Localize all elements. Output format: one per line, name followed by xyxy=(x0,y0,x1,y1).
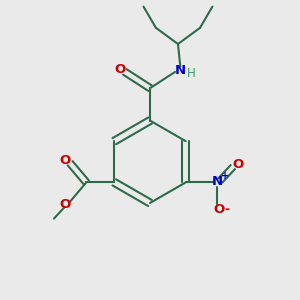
Text: H: H xyxy=(187,67,196,80)
Text: N: N xyxy=(212,175,223,188)
Text: +: + xyxy=(221,171,229,181)
Text: -: - xyxy=(224,203,229,216)
Text: O: O xyxy=(59,198,70,211)
Text: O: O xyxy=(232,158,244,171)
Text: O: O xyxy=(213,203,224,216)
Text: O: O xyxy=(59,154,70,167)
Text: N: N xyxy=(175,64,186,77)
Text: O: O xyxy=(114,63,125,76)
